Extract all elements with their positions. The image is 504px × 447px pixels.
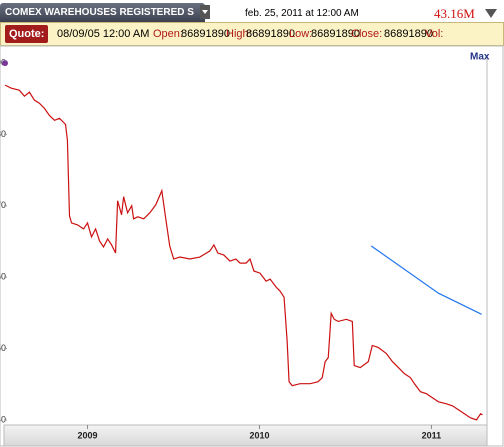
symbol-title: COMEX WAREHOUSES REGISTERED S: [5, 7, 194, 18]
dropdown-icon: [202, 10, 208, 14]
y-tick-label: 50: [0, 343, 6, 353]
down-arrow: [485, 9, 497, 18]
high-label: High:: [226, 28, 252, 40]
tab-dropdown[interactable]: [200, 5, 210, 19]
vol-label: Vol:: [425, 28, 444, 40]
quote-date: feb. 25, 2011 at 12:00 AM: [245, 8, 359, 19]
open-label: Open:: [153, 28, 183, 40]
quote-time: 08/09/05 12:00 AM: [57, 28, 150, 40]
last-price: 43.16M: [434, 6, 475, 21]
close-value: 86891890: [384, 28, 433, 40]
x-tick-label: 2009: [78, 430, 98, 440]
range-button[interactable]: Max: [470, 52, 490, 63]
start-marker: [2, 60, 8, 67]
x-tick-label: 2011: [422, 430, 442, 440]
quote-label: Quote:: [5, 25, 49, 43]
high-value: 86891890: [246, 28, 295, 40]
x-axis-band: [3, 424, 488, 447]
series-line: [370, 245, 482, 315]
y-tick-label: 80: [0, 129, 6, 139]
y-tick-label: 60: [0, 272, 6, 282]
close-label: Close:: [351, 28, 383, 40]
chart-frame: [0, 45, 504, 447]
low-value: 86891890: [311, 28, 360, 40]
open-value: 86891890: [181, 28, 230, 40]
low-label: Low:: [289, 28, 313, 40]
series-line: [4, 84, 483, 421]
x-tick-label: 2010: [249, 430, 269, 440]
y-tick-label: 40: [0, 414, 6, 424]
y-tick-label: 70: [0, 200, 6, 210]
symbol-tab[interactable]: COMEX WAREHOUSES REGISTERED S: [0, 3, 205, 22]
